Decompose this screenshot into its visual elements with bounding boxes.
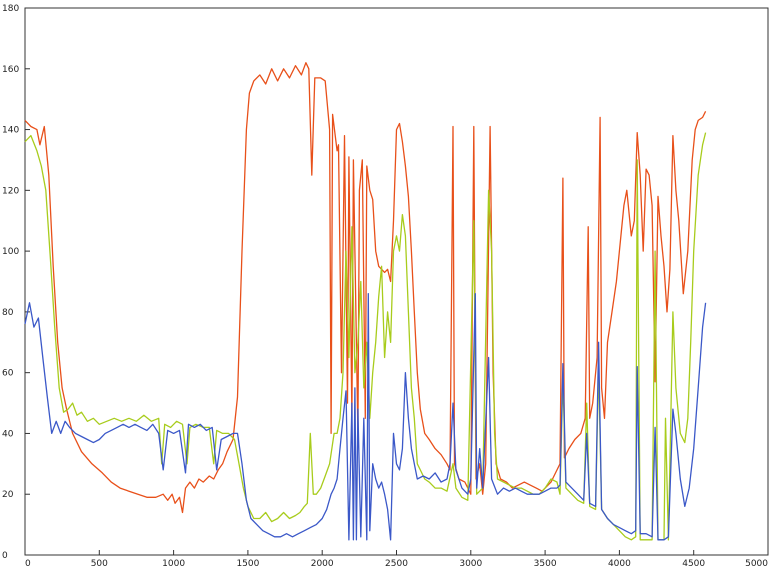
y-tick-label: 180	[2, 4, 19, 14]
x-tick-label: 3500	[534, 559, 557, 569]
y-tick-label: 160	[2, 65, 19, 75]
series-line-1	[24, 62, 707, 514]
y-tick-label: 140	[2, 126, 19, 136]
x-tick-label: 1500	[236, 559, 259, 569]
series-line-3	[24, 293, 707, 541]
x-tick-label: 4500	[682, 559, 705, 569]
x-tick-label: 2500	[385, 559, 408, 569]
y-tick-label: 0	[2, 551, 8, 561]
y-tick-label: 80	[2, 308, 14, 318]
x-tick-label: 3000	[459, 559, 482, 569]
x-tick-label: 500	[91, 559, 108, 569]
x-tick-label: 2000	[311, 559, 334, 569]
x-tick-label: 0	[25, 559, 31, 569]
x-tick-label: 1000	[162, 559, 185, 569]
axis-ticks: 0 500 1000 1500 2000 2500 3000 3500 4000 4500 5000…	[2, 4, 769, 569]
y-tick-label: 20	[2, 490, 14, 500]
y-tick-label: 40	[2, 429, 14, 439]
y-tick-label: 120	[2, 186, 19, 196]
y-tick-label: 100	[2, 247, 19, 257]
series-layer	[24, 62, 707, 541]
y-tick-label: 60	[2, 369, 14, 379]
x-tick-label: 4000	[608, 559, 631, 569]
x-tick-label: 5000	[745, 559, 768, 569]
